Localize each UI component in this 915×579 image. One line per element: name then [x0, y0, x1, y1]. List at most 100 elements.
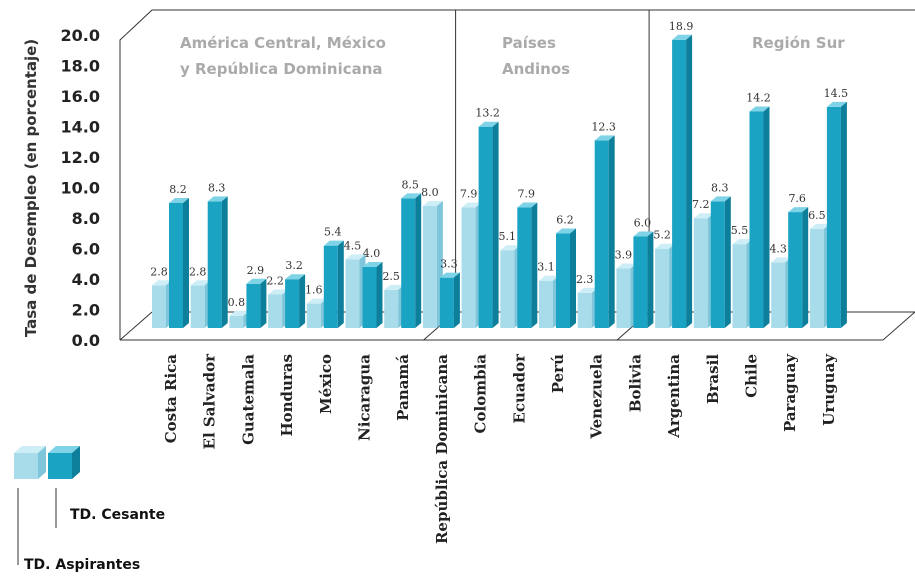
x-tick-label: Venezuela [588, 354, 606, 440]
bar-cesante [749, 106, 770, 328]
data-label-aspirantes: 5.5 [731, 224, 749, 237]
data-label-aspirantes: 6.5 [808, 209, 826, 222]
bar-cesante [401, 193, 422, 328]
legend-label-aspirantes: TD. Aspirantes [24, 557, 140, 573]
bar-cesante [672, 34, 693, 329]
bar-aspirantes-front [422, 206, 437, 328]
x-tick-label: Nicaragua [356, 354, 374, 441]
bars: 2.8 8.2 2.8 8.3 0.8 2.92.23.21.6 5.44.54.02.5 8… [150, 20, 849, 329]
x-tick-label: Colombia [472, 354, 490, 434]
data-label-aspirantes: 4.5 [344, 239, 362, 252]
bar-aspirantes-front [655, 248, 670, 328]
x-tick-label: Honduras [278, 354, 296, 437]
region-label: América Central, México [180, 34, 386, 52]
bar-cesante [788, 207, 809, 328]
bar-cesante-front [633, 236, 648, 328]
y-tick-label: 16.0 [61, 87, 100, 106]
data-label-aspirantes: 2.8 [150, 265, 168, 278]
bar-cesante-side [608, 135, 615, 328]
data-label-aspirantes: 5.1 [499, 230, 517, 243]
bar-cesante-side [686, 34, 693, 329]
bar-cesante-side [221, 196, 228, 328]
bar-cesante-front [439, 277, 454, 328]
data-label-cesante: 3.3 [440, 258, 458, 271]
x-tick-label: Paraguay [781, 353, 799, 432]
legend-swatch-cesante [48, 446, 80, 479]
y-axis: 0.0 2.0 4.0 6.0 8.0 10.0 12.0 14.0 16.0 18.0 20.0 [61, 26, 100, 350]
bar-aspirantes-front [229, 315, 244, 328]
bar-aspirantes-front [384, 289, 399, 328]
bar-cesante [207, 196, 228, 328]
bar-cesante-top [246, 278, 267, 284]
bar-aspirantes-front [732, 244, 747, 328]
bar-aspirantes-top [539, 275, 559, 281]
data-label-cesante: 8.2 [169, 183, 187, 196]
data-label-cesante: 12.3 [591, 120, 616, 133]
data-label-aspirantes: 7.9 [460, 188, 478, 201]
bar-cesante-top [672, 34, 693, 40]
bar-cesante-side [840, 101, 847, 328]
bar-cesante-top [362, 262, 383, 267]
bar-cesante [169, 197, 189, 328]
bar-cesante-top [207, 196, 228, 202]
bar-cesante-top [749, 106, 770, 112]
bar-cesante-top [710, 196, 731, 202]
bar-aspirantes-top [152, 280, 172, 286]
y-tick-label: 6.0 [72, 240, 100, 259]
bar-cesante-top [169, 197, 189, 203]
x-axis: Costa Rica El Salvador Guatemala Honduras Mé… [162, 353, 838, 544]
x-tick-label: Panamá [394, 354, 412, 421]
bar-aspirantes-front [693, 218, 708, 328]
bar-cesante-side [415, 193, 422, 328]
bar-cesante [517, 202, 538, 328]
left-wall-edge [119, 9, 153, 340]
bar-cesante-top [401, 193, 422, 199]
bar-cesante [439, 272, 460, 328]
bar-aspirantes-top [268, 289, 289, 295]
bar-cesante-top [594, 135, 615, 141]
bar-cesante-side [299, 274, 306, 328]
data-label-aspirantes: 2.8 [189, 265, 207, 278]
bar-cesante [556, 228, 576, 328]
bar-cesante [710, 196, 731, 328]
data-label-cesante: 18.9 [669, 20, 694, 33]
legend-swatch-aspirantes [14, 446, 46, 479]
legend-swatch-aspirantes-side [38, 446, 46, 479]
bar-aspirantes-top [771, 257, 792, 263]
bar-cesante-side [453, 272, 460, 328]
bar-cesante-side [802, 207, 809, 328]
bar-aspirantes-top [461, 202, 482, 208]
x-tick-label: Bolivia [626, 354, 644, 412]
floor-left-edge [119, 311, 153, 341]
x-tick-label: Argentina [665, 354, 683, 439]
y-tick-label: 12.0 [61, 148, 100, 167]
bar-cesante-top [323, 240, 344, 246]
data-label-cesante: 7.9 [518, 188, 536, 201]
x-tick-label: Uruguay [820, 353, 838, 426]
data-label-cesante: 13.2 [475, 107, 500, 120]
bar-cesante [285, 274, 306, 328]
legend: TD. Cesante TD. Aspirantes [14, 446, 165, 573]
bar-cesante [633, 231, 654, 328]
bar-cesante-top [556, 228, 576, 234]
data-label-cesante: 6.0 [634, 217, 652, 230]
floor-right-edge [882, 311, 915, 341]
data-label-aspirantes: 8.0 [421, 186, 439, 199]
y-tick-label: 4.0 [72, 270, 100, 289]
data-label-aspirantes: 4.3 [769, 242, 787, 255]
x-tick-label: México [317, 354, 335, 414]
data-label-cesante: 14.5 [824, 87, 849, 100]
bar-cesante-side [183, 197, 189, 328]
data-label-cesante: 8.3 [208, 181, 226, 194]
x-tick-label: Chile [743, 354, 761, 398]
bar-cesante-top [633, 231, 654, 237]
bar-cesante-front [246, 283, 261, 328]
bar-cesante-side [337, 240, 344, 328]
bar-cesante-front [285, 279, 300, 328]
bar-cesante-side [531, 202, 538, 328]
bar-cesante [362, 262, 383, 328]
bar-aspirantes-top [693, 213, 714, 219]
data-label-cesante: 2.9 [247, 264, 265, 277]
bar-aspirantes-top [306, 298, 327, 304]
